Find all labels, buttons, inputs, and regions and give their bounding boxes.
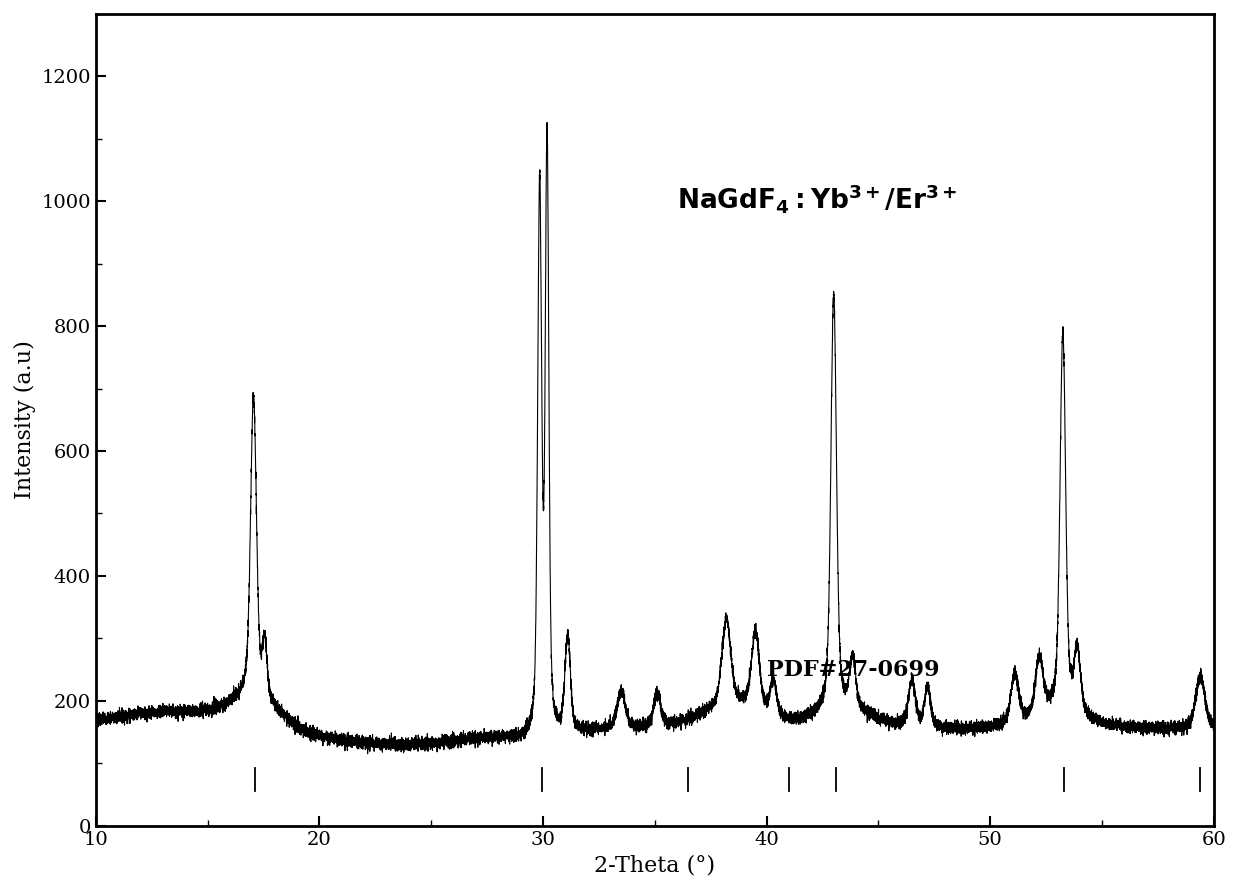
Text: $\mathbf{NaGdF_4:Yb^{3+}/Er^{3+}}$: $\mathbf{NaGdF_4:Yb^{3+}/Er^{3+}}$	[677, 182, 957, 215]
Text: PDF#27-0699: PDF#27-0699	[766, 659, 939, 681]
X-axis label: 2-Theta (°): 2-Theta (°)	[594, 854, 715, 876]
Y-axis label: Intensity (a.u): Intensity (a.u)	[14, 340, 36, 499]
